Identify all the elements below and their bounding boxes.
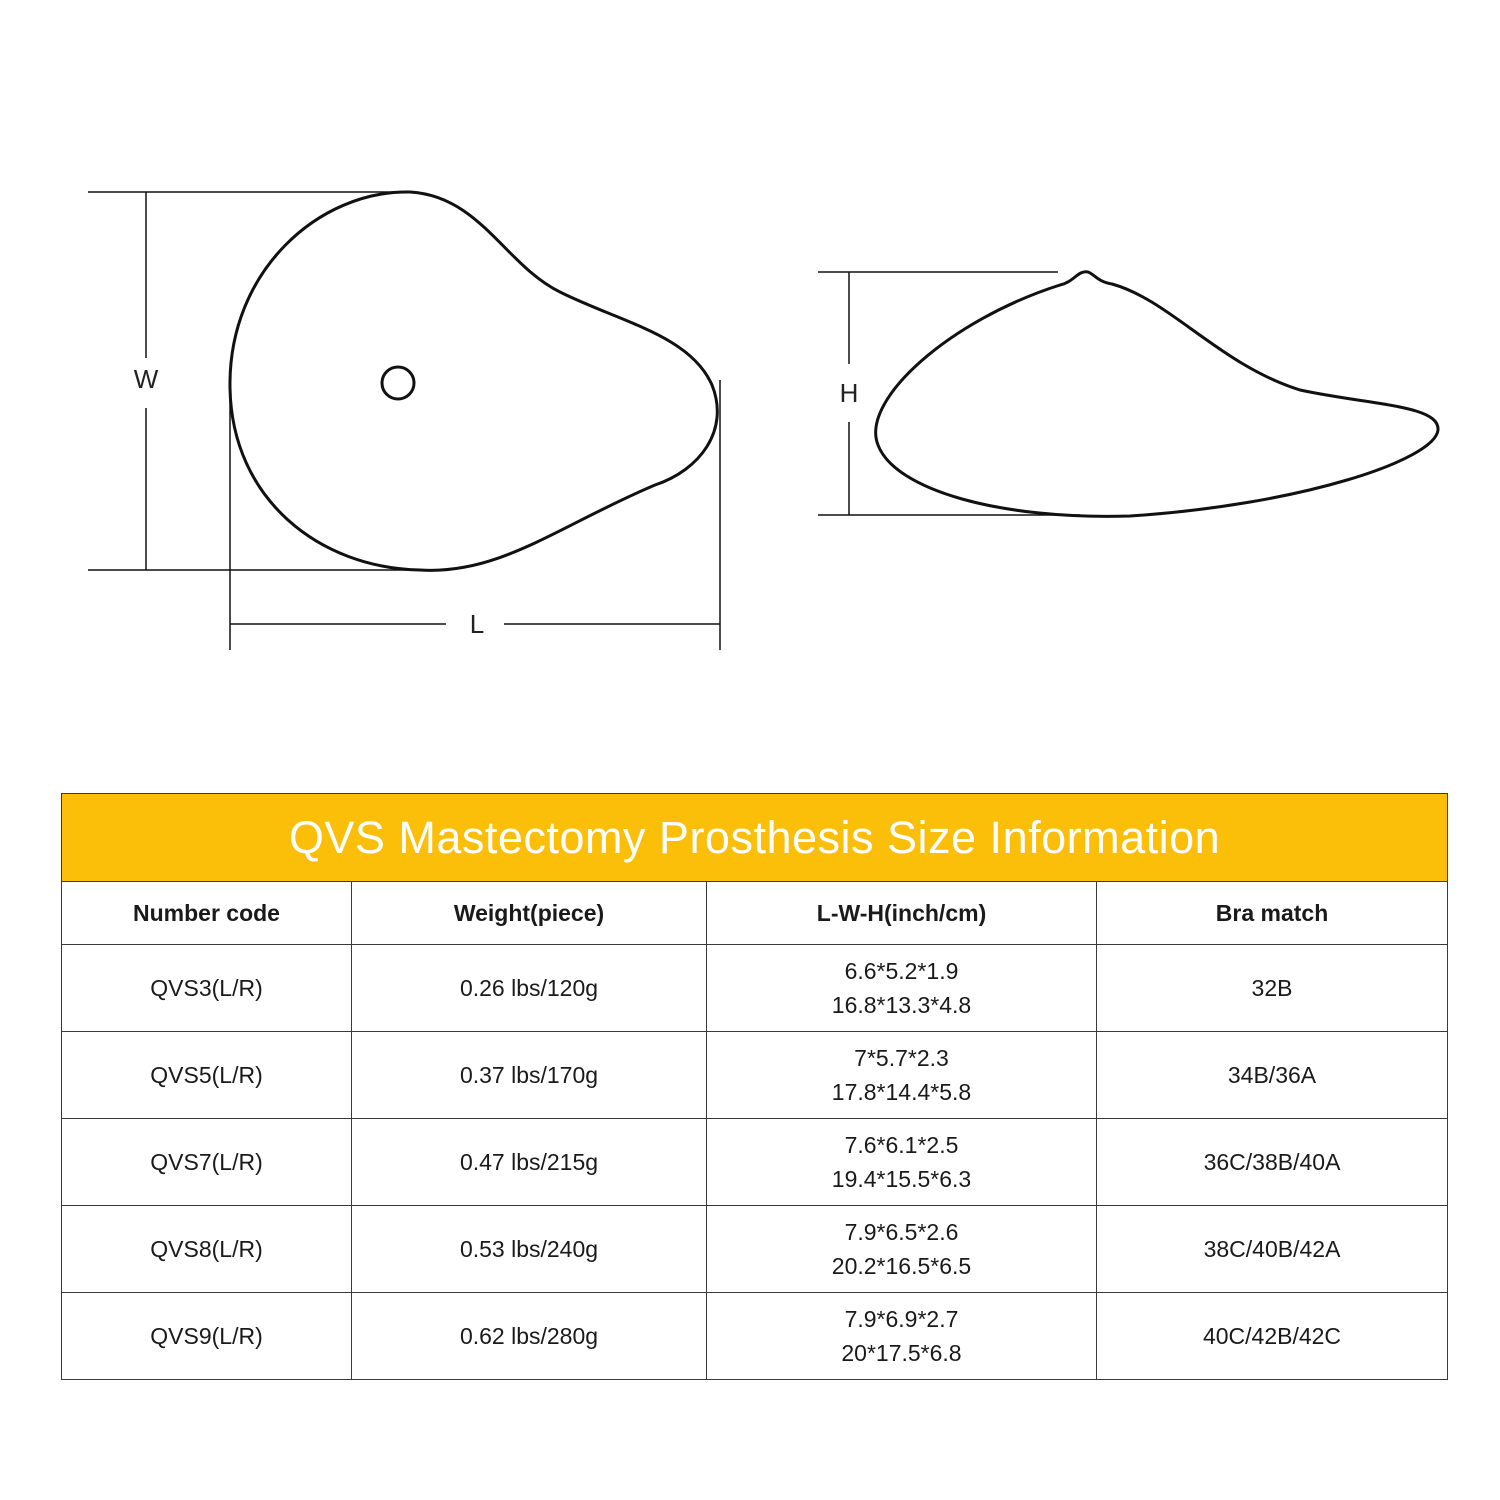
- cell-weight: 0.26 lbs/120g: [351, 944, 707, 1032]
- dimensions-inch: 7.6*6.1*2.5: [844, 1132, 959, 1158]
- cell-number-code: QVS5(L/R): [61, 1031, 352, 1119]
- header-bra-match: Bra match: [1095, 881, 1449, 945]
- cell-bra-match: 38C/40B/42A: [1095, 1205, 1449, 1293]
- cell-dimensions: 7*5.7*2.3 17.8*14.4*5.8: [706, 1031, 1097, 1119]
- dimensions-cm: 20.2*16.5*6.5: [831, 1253, 972, 1279]
- cell-bra-match: 36C/38B/40A: [1095, 1118, 1449, 1206]
- dimensions-cm: 19.4*15.5*6.3: [831, 1166, 972, 1192]
- dimensions-inch: 7.9*6.5*2.6: [844, 1219, 959, 1245]
- cell-weight: 0.47 lbs/215g: [351, 1118, 707, 1206]
- table-row: QVS8(L/R) 0.53 lbs/240g 7.9*6.5*2.6 20.2…: [61, 1205, 1449, 1293]
- prosthesis-dimension-diagram: W L H: [88, 190, 1440, 650]
- cell-dimensions: 6.6*5.2*1.9 16.8*13.3*4.8: [706, 944, 1097, 1032]
- size-information-table: QVS Mastectomy Prosthesis Size Informati…: [60, 793, 1449, 1380]
- side-view-diagram: [818, 270, 1440, 518]
- cell-bra-match: 32B: [1095, 944, 1449, 1032]
- cell-bra-match: 40C/42B/42C: [1095, 1292, 1449, 1380]
- cell-bra-match: 34B/36A: [1095, 1031, 1449, 1119]
- cell-dimensions: 7.9*6.9*2.7 20*17.5*6.8: [706, 1292, 1097, 1380]
- table-row: QVS7(L/R) 0.47 lbs/215g 7.6*6.1*2.5 19.4…: [61, 1118, 1449, 1206]
- dimensions-cm: 20*17.5*6.8: [841, 1340, 962, 1366]
- dimensions-inch: 7.9*6.9*2.7: [844, 1306, 959, 1332]
- table-row: QVS5(L/R) 0.37 lbs/170g 7*5.7*2.3 17.8*1…: [61, 1031, 1449, 1119]
- cell-weight: 0.62 lbs/280g: [351, 1292, 707, 1380]
- cell-weight: 0.37 lbs/170g: [351, 1031, 707, 1119]
- cell-number-code: QVS9(L/R): [61, 1292, 352, 1380]
- dimensions-cm: 17.8*14.4*5.8: [831, 1079, 972, 1105]
- width-label: W: [134, 364, 159, 394]
- header-dimensions: L-W-H(inch/cm): [706, 881, 1097, 945]
- dimensions-inch: 7*5.7*2.3: [854, 1045, 949, 1071]
- table-row: QVS3(L/R) 0.26 lbs/120g 6.6*5.2*1.9 16.8…: [61, 944, 1449, 1032]
- prosthesis-side-outline: [874, 270, 1440, 518]
- dimensions-inch: 6.6*5.2*1.9: [844, 958, 959, 984]
- cell-dimensions: 7.6*6.1*2.5 19.4*15.5*6.3: [706, 1118, 1097, 1206]
- table-title-row: QVS Mastectomy Prosthesis Size Informati…: [60, 793, 1449, 882]
- nipple-marker-circle: [380, 365, 416, 401]
- height-label: H: [840, 378, 859, 408]
- header-weight: Weight(piece): [351, 881, 707, 945]
- cell-number-code: QVS7(L/R): [61, 1118, 352, 1206]
- prosthesis-top-outline: [228, 190, 719, 572]
- table-row: QVS9(L/R) 0.62 lbs/280g 7.9*6.9*2.7 20*1…: [61, 1292, 1449, 1380]
- top-view-diagram: [88, 190, 721, 650]
- dimensions-cm: 16.8*13.3*4.8: [831, 992, 972, 1018]
- table-header-row: Number code Weight(piece) L-W-H(inch/cm)…: [61, 881, 1449, 945]
- cell-number-code: QVS8(L/R): [61, 1205, 352, 1293]
- length-label: L: [470, 609, 484, 639]
- cell-number-code: QVS3(L/R): [61, 944, 352, 1032]
- cell-dimensions: 7.9*6.5*2.6 20.2*16.5*6.5: [706, 1205, 1097, 1293]
- table-title: QVS Mastectomy Prosthesis Size Informati…: [60, 793, 1449, 882]
- header-number-code: Number code: [61, 881, 352, 945]
- cell-weight: 0.53 lbs/240g: [351, 1205, 707, 1293]
